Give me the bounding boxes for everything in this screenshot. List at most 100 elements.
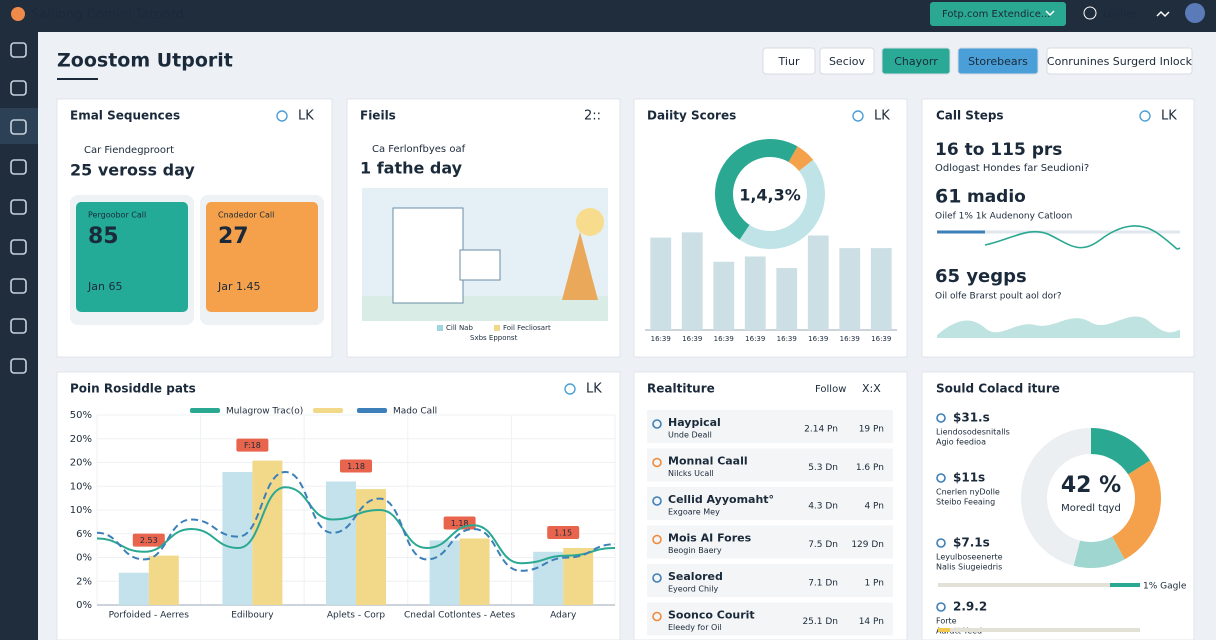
value-tag: 1.18 xyxy=(451,519,469,528)
row-value: 14 Pn xyxy=(859,617,884,627)
x-tick-label: 16:39 xyxy=(745,335,765,343)
bar xyxy=(222,472,253,605)
sidebar-icon[interactable] xyxy=(10,358,27,374)
illustration-tree xyxy=(562,232,598,300)
x-tick-label: 16:39 xyxy=(871,335,891,343)
row-icon xyxy=(652,573,662,583)
legend-swatch xyxy=(357,408,387,413)
item-sub: Liendosodesnitalls xyxy=(936,428,1010,437)
y-tick-label: 6% xyxy=(76,529,92,540)
row-value: 7.5 Dn xyxy=(808,540,838,550)
legend-swatch xyxy=(190,408,220,413)
tile[interactable] xyxy=(76,202,188,312)
legend-label: Sxbs Epponst xyxy=(470,334,518,342)
item-value: $7.1s xyxy=(953,536,990,550)
steps-line: madio xyxy=(967,187,1026,207)
card-badge: LK xyxy=(298,109,314,124)
list-row[interactable] xyxy=(647,564,893,597)
item-sub: Nalis Siugeiedris xyxy=(936,563,1002,572)
card-subtitle: Car Fiendegproort xyxy=(84,145,174,156)
bar xyxy=(326,481,356,605)
sidebar-icon[interactable] xyxy=(10,239,27,255)
row-sub: Beogin Baery xyxy=(668,546,722,555)
value-tag-bg xyxy=(132,533,165,547)
sound-progress-label: 1% Gagle xyxy=(1143,582,1187,592)
tile[interactable] xyxy=(206,202,318,312)
item-icon xyxy=(936,473,946,483)
item-icon xyxy=(936,538,946,548)
value-tag-bg xyxy=(547,526,580,539)
tile-foot: Jan 65 xyxy=(87,280,122,293)
card-badge: LK xyxy=(874,109,890,124)
header-button-label: Storebears xyxy=(968,55,1028,68)
item-icon xyxy=(936,413,946,423)
list-row[interactable] xyxy=(647,410,893,443)
row-sub: Exgoare Mey xyxy=(668,508,720,517)
header-button-label: Conrunines Surgerd Inlock xyxy=(1047,55,1193,68)
row-icon xyxy=(652,419,662,429)
header-button-label: Tiur xyxy=(778,55,800,68)
row-value: 129 Dn xyxy=(851,540,884,550)
card-link: Follow xyxy=(815,384,846,395)
top-button[interactable] xyxy=(930,2,1066,26)
sidebar-icon[interactable] xyxy=(10,199,27,215)
x-tick-label: 16:39 xyxy=(682,335,702,343)
x-tick-label: Porfoided - Aerres xyxy=(109,611,190,621)
sidebar-icon[interactable] xyxy=(10,159,27,175)
bar xyxy=(252,460,283,605)
bar xyxy=(681,232,703,330)
y-tick-label: 10% xyxy=(70,505,92,516)
legend-label: Cill Nab xyxy=(446,324,473,332)
list-row[interactable] xyxy=(647,487,893,520)
badge-icon xyxy=(276,110,288,122)
item-sub: Cnerlen nyDolle xyxy=(936,488,1000,497)
sidebar-icon[interactable] xyxy=(10,318,27,334)
card-headline: 1 fathe day xyxy=(360,159,463,178)
value-tag: 2.53 xyxy=(140,536,158,545)
header-button[interactable] xyxy=(881,47,951,75)
bar xyxy=(870,248,892,330)
header-button[interactable] xyxy=(762,47,816,75)
item-icon xyxy=(936,602,946,612)
card xyxy=(633,98,908,358)
avatar[interactable] xyxy=(1185,3,1205,23)
sidebar-icon[interactable] xyxy=(10,119,27,135)
sidebar-icon[interactable] xyxy=(10,278,27,294)
value-tag: 1.18 xyxy=(347,462,365,471)
list-row[interactable] xyxy=(647,448,893,482)
bar xyxy=(839,248,861,330)
donut-segment xyxy=(1073,536,1125,569)
row-name: Haypical xyxy=(668,416,721,429)
bar xyxy=(148,555,179,605)
page-title: Zoostom Utporit xyxy=(57,50,233,72)
help-icon[interactable] xyxy=(1083,6,1097,20)
bar xyxy=(533,551,564,605)
line-series xyxy=(96,470,616,572)
legend-swatch xyxy=(494,325,500,331)
list-row[interactable] xyxy=(647,602,893,636)
card-subtitle: Ca Ferlonfbyes oaf xyxy=(372,144,466,155)
row-value: 2.14 Pn xyxy=(804,425,838,435)
header-button[interactable] xyxy=(1046,47,1193,75)
x-tick-label: 16:39 xyxy=(777,335,797,343)
sidebar-icon[interactable] xyxy=(10,42,27,58)
legend-label: Foil Fecliosart xyxy=(503,324,551,332)
wave-icon xyxy=(1156,10,1170,18)
bar xyxy=(713,261,735,330)
item-sub: Leyulboseenerte xyxy=(936,553,1003,562)
bar xyxy=(650,237,672,330)
header-button[interactable] xyxy=(819,47,875,75)
header-button[interactable] xyxy=(957,47,1039,75)
steps-big: 61 xyxy=(935,186,961,208)
legend-label: Mulagrow Trac(o) xyxy=(226,407,303,417)
row-sub: Unde Deall xyxy=(668,431,712,440)
header-button-label: Seciov xyxy=(829,55,866,68)
card xyxy=(921,98,1195,358)
x-tick-label: 16:39 xyxy=(840,335,860,343)
card-badge: 2:: xyxy=(584,109,601,124)
row-icon xyxy=(652,496,662,506)
bar xyxy=(118,572,149,605)
sidebar-icon[interactable] xyxy=(10,80,27,96)
list-row[interactable] xyxy=(647,525,893,559)
